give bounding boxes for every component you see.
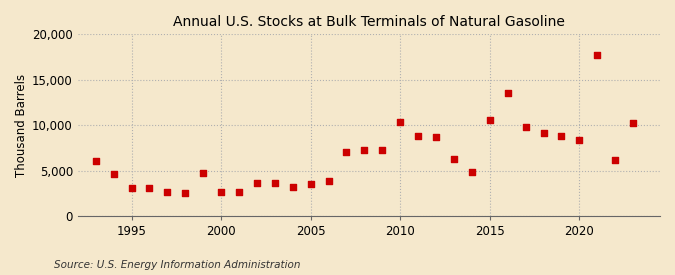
Point (412, 134, 423, 138)
Point (90, 159, 101, 164)
Point (377, 147, 387, 152)
Point (574, 138, 585, 142)
Point (538, 131, 549, 136)
Point (502, 91, 513, 96)
Y-axis label: Thousand Barrels: Thousand Barrels (15, 74, 28, 177)
Point (305, 182, 316, 186)
Point (108, 172, 119, 176)
Point (466, 170, 477, 175)
Point (449, 156, 460, 161)
Point (592, 53, 603, 57)
Point (252, 181, 263, 185)
Text: Source: U.S. Energy Information Administration: Source: U.S. Energy Information Administ… (54, 260, 300, 270)
Point (485, 117, 495, 122)
Point (234, 190, 244, 194)
Point (359, 147, 370, 152)
Point (144, 186, 155, 190)
Point (395, 119, 406, 124)
Title: Annual U.S. Stocks at Bulk Terminals of Natural Gasoline: Annual U.S. Stocks at Bulk Terminals of … (173, 15, 565, 29)
Point (556, 134, 567, 138)
Point (520, 125, 531, 129)
Point (323, 178, 334, 183)
Point (610, 158, 620, 162)
Point (126, 186, 137, 190)
Point (198, 171, 209, 175)
Point (628, 121, 639, 125)
Point (341, 150, 352, 155)
Point (162, 190, 173, 194)
Point (431, 135, 441, 139)
Point (216, 190, 227, 194)
Point (180, 191, 190, 196)
Point (288, 185, 298, 189)
Point (269, 181, 280, 185)
